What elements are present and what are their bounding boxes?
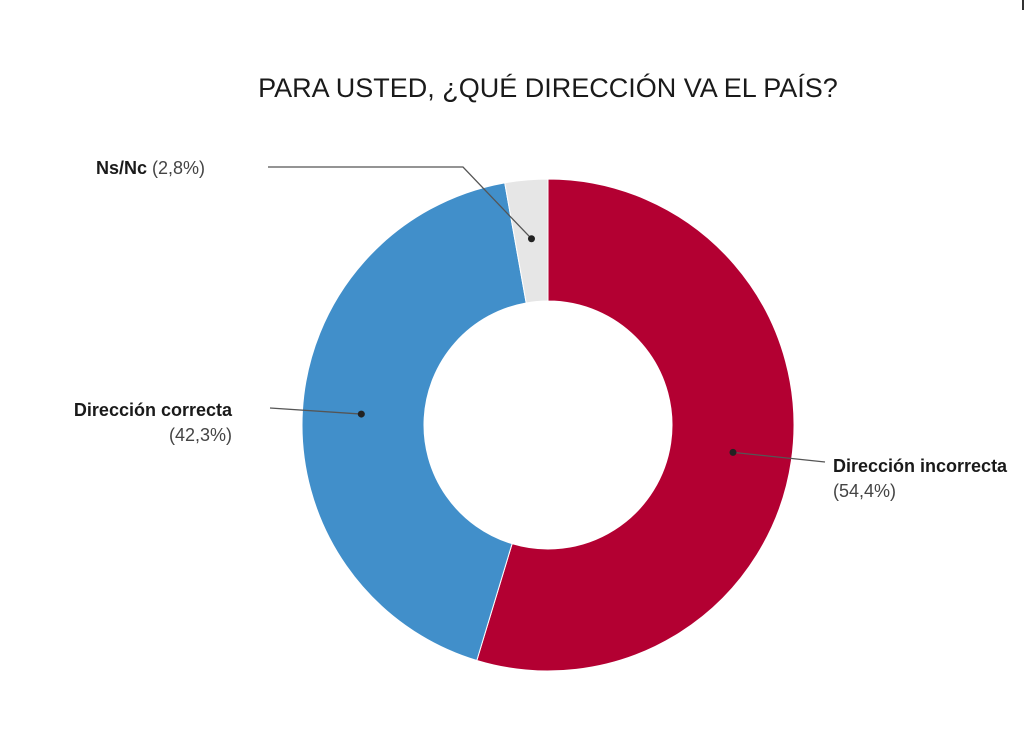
label-value-direccion-incorrecta: (54,4%)	[833, 481, 896, 501]
slice-direccion-incorrecta	[476, 178, 795, 672]
label-value-ns-nc: (2,8%)	[152, 158, 205, 178]
leader-dot-direccion-incorrecta	[729, 448, 737, 456]
leader-line-ns-nc	[268, 166, 532, 240]
slice-ns-nc	[504, 178, 549, 304]
label-direccion-incorrecta: Dirección incorrecta (54,4%)	[833, 456, 1008, 501]
slice-direccion-correcta	[301, 182, 527, 662]
label-name-direccion-correcta: Dirección correcta	[74, 400, 233, 420]
corner-mark	[1022, 0, 1024, 10]
leader-dot-direccion-correcta	[357, 410, 365, 418]
label-name-ns-nc: Ns/Nc	[96, 158, 147, 178]
label-ns-nc: Ns/Nc (2,8%)	[96, 158, 205, 178]
chart-title: PARA USTED, ¿QUÉ DIRECCIÓN VA EL PAÍS?	[258, 72, 838, 103]
leader-line-direccion-correcta	[269, 407, 362, 415]
slices-group	[301, 178, 795, 672]
leader-dot-ns-nc	[527, 235, 535, 243]
label-value-direccion-correcta: (42,3%)	[169, 425, 232, 445]
label-name-direccion-incorrecta: Dirección incorrecta	[833, 456, 1008, 476]
leader-line-direccion-incorrecta	[732, 451, 826, 463]
label-direccion-correcta: Dirección correcta (42,3%)	[74, 400, 233, 445]
callouts-group: Dirección incorrecta (54,4%) Dirección cor…	[74, 158, 1008, 501]
